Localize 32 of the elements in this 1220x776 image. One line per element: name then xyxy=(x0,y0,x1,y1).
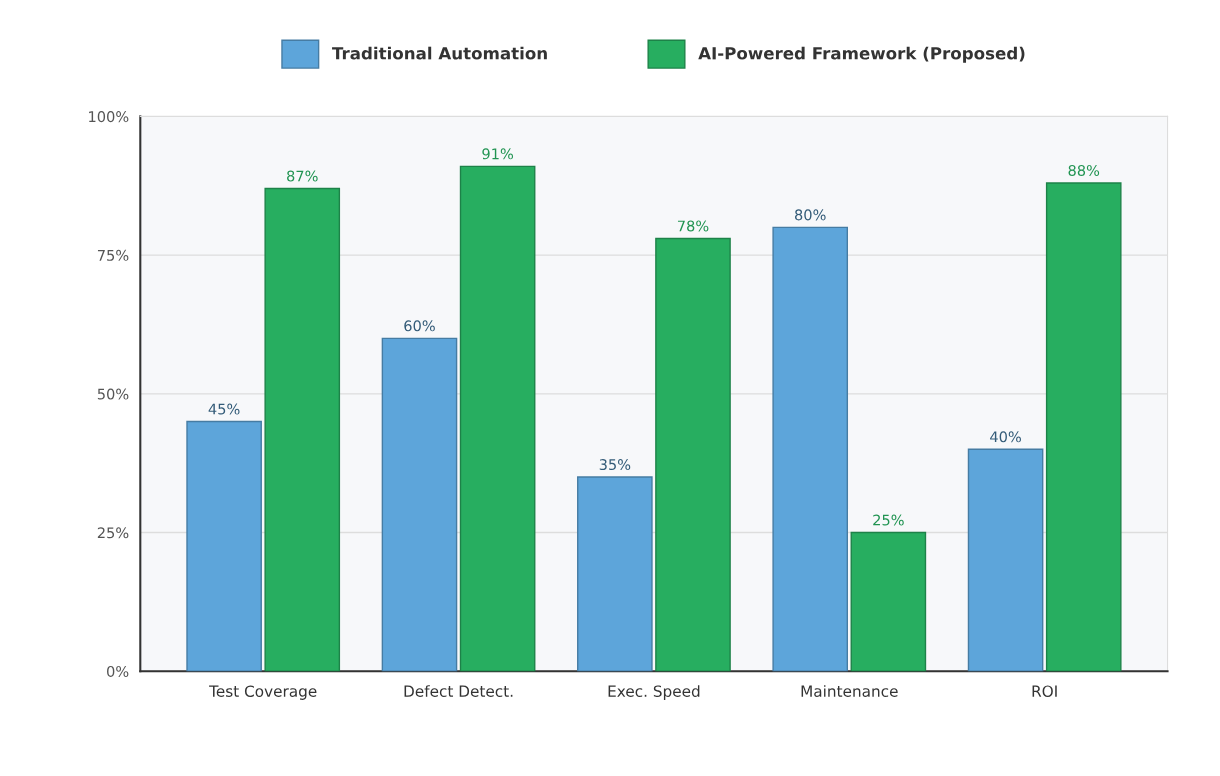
bar xyxy=(264,187,341,672)
y-tick-label: 0% xyxy=(107,665,129,677)
data-label: 91% xyxy=(482,148,514,160)
data-label: 88% xyxy=(1068,164,1100,176)
bar xyxy=(1045,182,1122,672)
bar xyxy=(459,165,536,672)
bar xyxy=(381,337,458,672)
bar xyxy=(655,237,731,672)
data-label: 35% xyxy=(599,459,631,471)
data-label: 80% xyxy=(795,209,826,221)
data-label: 45% xyxy=(208,403,240,415)
x-tick-label: ROI xyxy=(1032,685,1057,697)
bar xyxy=(186,420,262,672)
y-tick-label: 100% xyxy=(89,111,129,123)
bar xyxy=(850,531,927,672)
data-label: 87% xyxy=(287,170,318,182)
bar xyxy=(967,448,1044,672)
data-label: 78% xyxy=(677,220,709,232)
x-tick-label: Exec. Speed xyxy=(608,685,700,700)
x-tick-label: Test Coverage xyxy=(209,685,317,700)
y-tick-label: 25% xyxy=(97,527,129,539)
x-tick-label: Defect Detect. xyxy=(404,685,513,697)
x-tick-label: Maintenance xyxy=(801,685,898,697)
data-label: 25% xyxy=(873,514,904,526)
legend-label: Traditional Automation xyxy=(332,46,547,60)
bar xyxy=(577,476,653,672)
data-label: 60% xyxy=(404,320,435,332)
bar xyxy=(772,226,849,672)
y-tick-label: 75% xyxy=(97,249,129,261)
legend-label: AI-Powered Framework (Proposed) xyxy=(698,46,1025,63)
data-label: 40% xyxy=(990,431,1021,443)
y-tick-label: 50% xyxy=(97,388,129,400)
